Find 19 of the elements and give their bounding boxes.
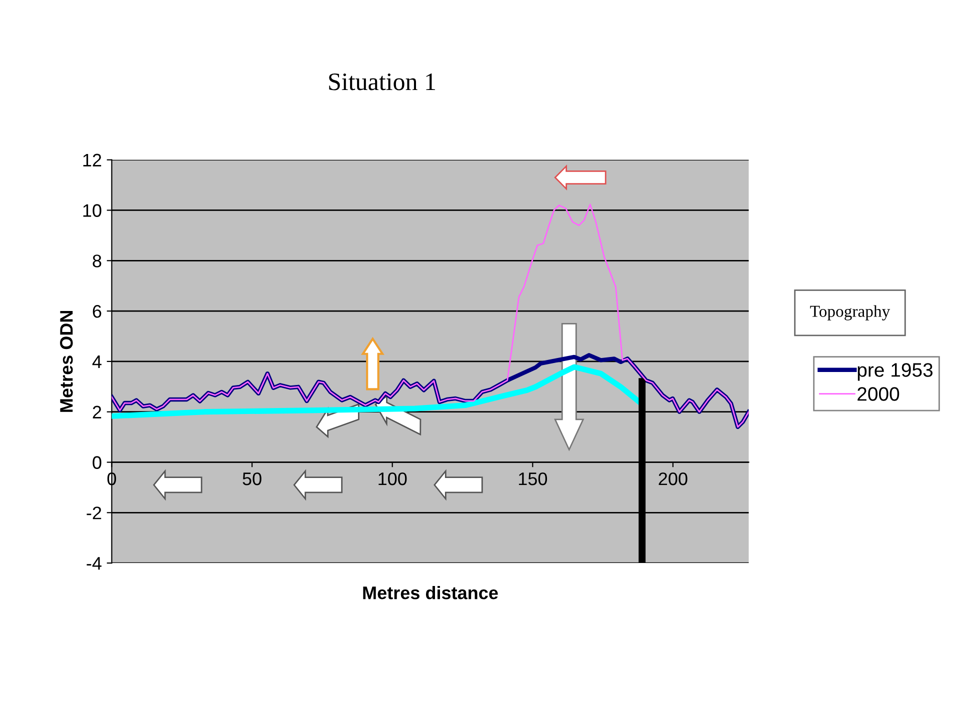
y-tick-label: 6 <box>92 304 102 318</box>
x-tick-label: 150 <box>518 472 548 486</box>
x-tick-label: 100 <box>378 472 407 486</box>
legend-label: pre 1953 <box>858 363 933 381</box>
y-tick-label: 12 <box>83 154 102 166</box>
y-tick-label: -4 <box>86 557 102 570</box>
y-tick-label: 0 <box>92 456 102 469</box>
y-axis-title: Metres ODN <box>60 310 73 412</box>
x-axis-title: Metres distance <box>363 586 498 600</box>
chart-title: Situation 1 <box>329 73 436 90</box>
y-tick-label: -2 <box>86 506 102 520</box>
y-tick-label: 10 <box>83 204 102 217</box>
x-tick-label: 50 <box>242 472 262 486</box>
y-tick-label: 2 <box>92 406 102 418</box>
legend-label: 2000 <box>858 387 900 401</box>
y-tick-label: 4 <box>92 356 102 368</box>
legend-title: Topography <box>810 305 890 320</box>
y-tick-label: 8 <box>92 254 102 268</box>
x-tick-label: 200 <box>658 472 688 486</box>
